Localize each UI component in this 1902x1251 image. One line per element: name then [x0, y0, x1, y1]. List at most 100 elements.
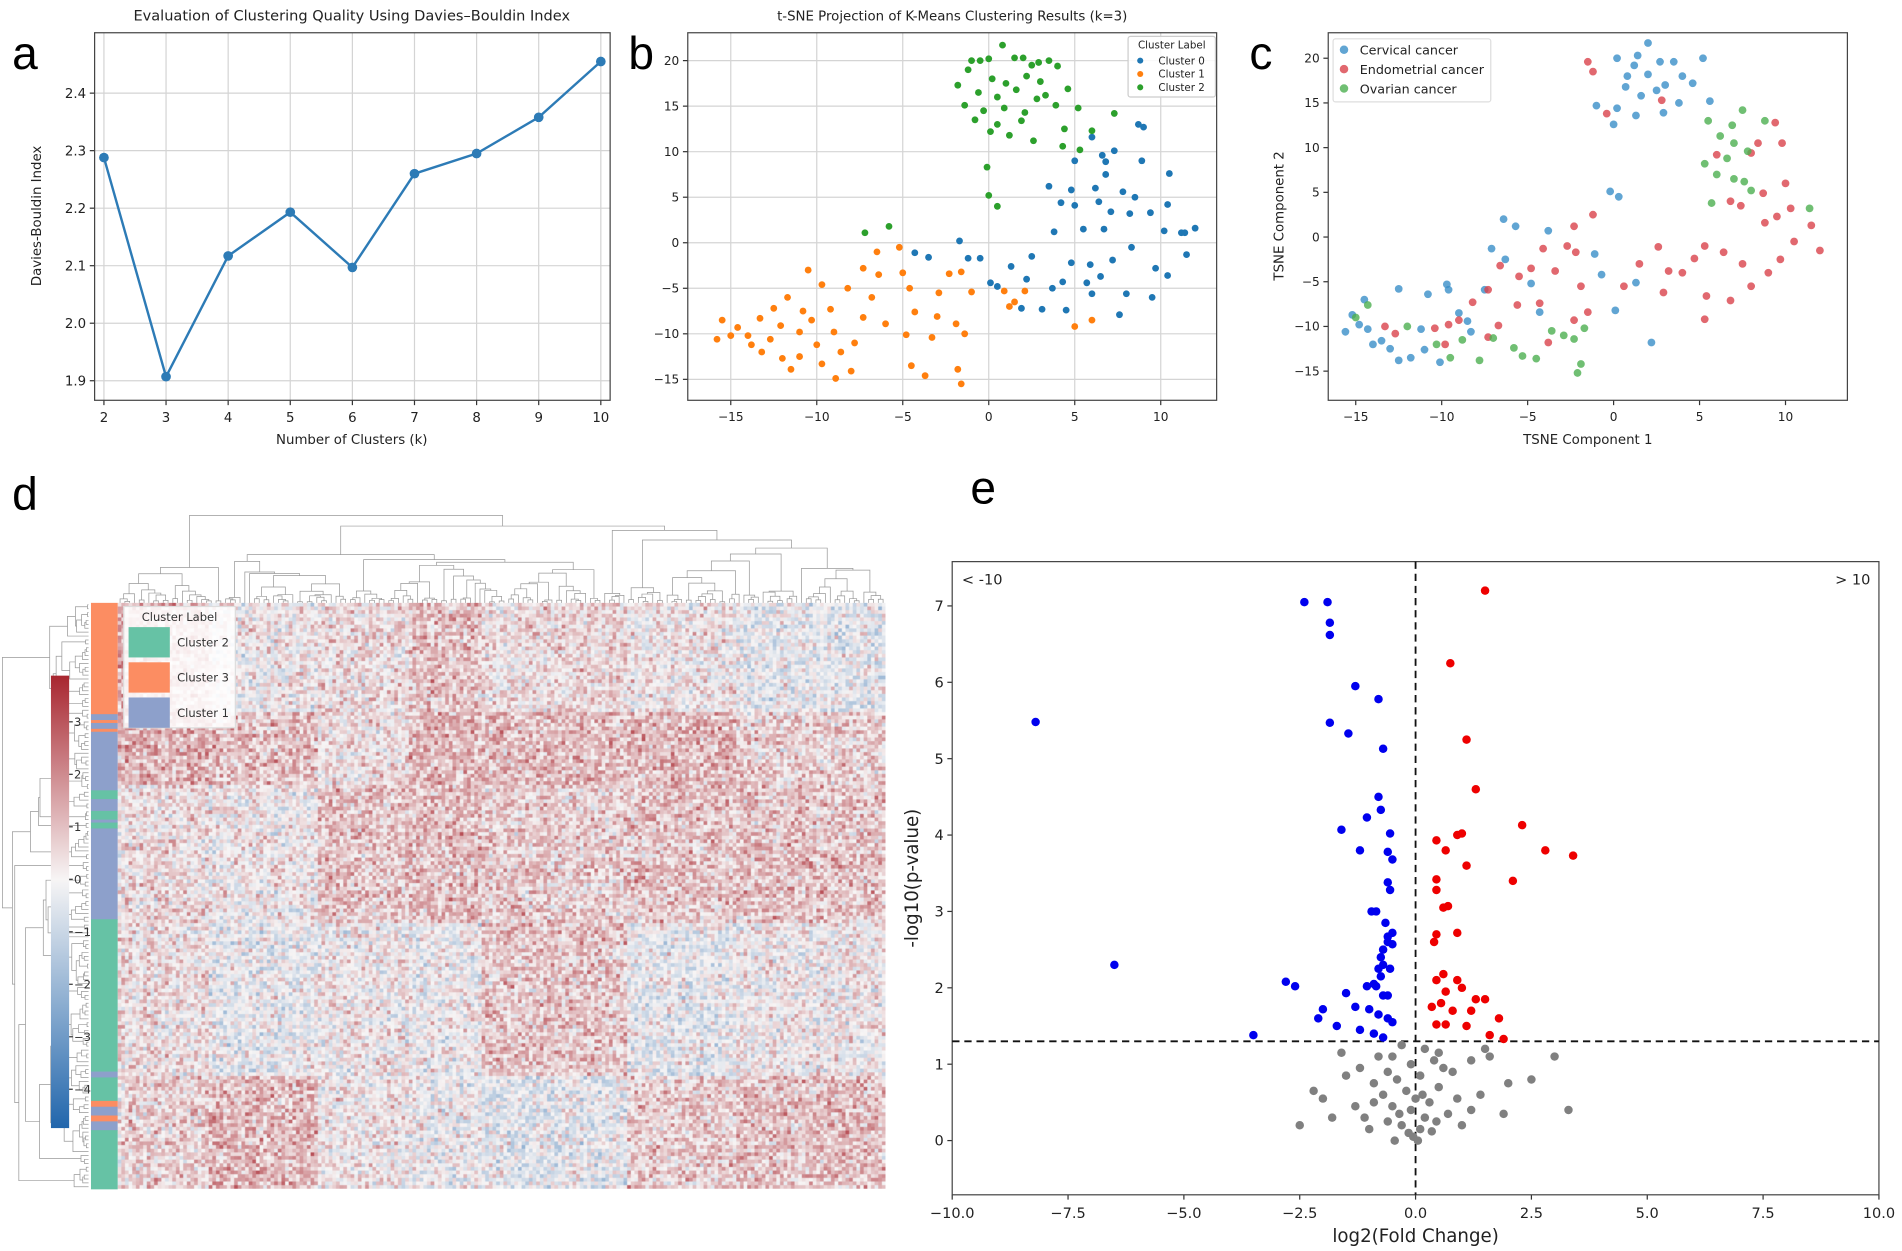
- data-point: [1363, 325, 1372, 334]
- data-point: [1363, 301, 1372, 309]
- legend-label: Cervical cancer: [1360, 44, 1459, 59]
- data-point: [993, 93, 1001, 101]
- data-point: [1590, 250, 1599, 258]
- data-point: [1425, 1098, 1434, 1107]
- data-point: [925, 253, 932, 261]
- data-point: [1128, 243, 1135, 251]
- data-point: [968, 57, 975, 65]
- data-point: [988, 75, 996, 83]
- data-point: [1669, 57, 1678, 66]
- data-point: [1067, 259, 1075, 267]
- data-point: [1383, 847, 1393, 857]
- data-point: [777, 322, 785, 330]
- chart-a: 2 3 4 5 6 7 8 9 10 1.9 2.0 2.1 2.2 2.3 2.4: [65, 32, 611, 426]
- plot-frame: [94, 32, 611, 401]
- data-point: [1589, 210, 1597, 219]
- data-point: [1378, 1090, 1388, 1099]
- data-point: [1369, 1079, 1379, 1088]
- data-point: [1510, 344, 1518, 352]
- data-point: [987, 279, 994, 287]
- data-point: [1033, 95, 1041, 103]
- data-point: [1088, 127, 1096, 135]
- y-tick-label: 20: [1304, 51, 1319, 65]
- data-point: [1417, 325, 1425, 334]
- data-point: [1620, 282, 1628, 291]
- data-point: [1079, 225, 1087, 233]
- data-point: [1807, 221, 1816, 230]
- data-point: [1707, 199, 1716, 207]
- data-point: [1448, 1006, 1457, 1015]
- data-point: [928, 334, 936, 341]
- x-tick-label: 2.5: [1520, 1205, 1543, 1222]
- data-point: [1436, 998, 1446, 1008]
- data-point: [1466, 1056, 1476, 1065]
- data-point: [1570, 316, 1578, 325]
- x-tick-label: 7: [410, 411, 418, 426]
- data-point: [1494, 1014, 1504, 1023]
- data-point: [1095, 198, 1103, 206]
- data-point: [1383, 937, 1393, 947]
- data-point: [1518, 352, 1527, 360]
- data-point: [1747, 186, 1756, 195]
- data-point: [1439, 1063, 1448, 1073]
- data-point: [1002, 79, 1010, 87]
- y-tick-label: 4: [934, 827, 943, 844]
- data-point: [859, 264, 867, 272]
- legend-label: Ovarian cancer: [1360, 82, 1458, 97]
- data-point: [1007, 263, 1015, 270]
- data-point: [1485, 1052, 1494, 1061]
- data-point: [1786, 204, 1795, 213]
- data-point: [1071, 157, 1079, 165]
- x-tick-label: −5.0: [1166, 1205, 1201, 1222]
- data-point: [971, 116, 979, 124]
- data-point: [1376, 805, 1386, 815]
- data-point: [1028, 253, 1036, 260]
- data-point: [1712, 170, 1721, 179]
- data-point: [1439, 969, 1448, 979]
- data-point: [734, 324, 742, 331]
- data-point: [1761, 116, 1769, 125]
- legend-label: Endometrial cancer: [1360, 63, 1485, 78]
- data-point: [957, 268, 965, 276]
- data-point: [1341, 988, 1351, 998]
- data-point: [1318, 1004, 1328, 1014]
- data-point: [1341, 1071, 1351, 1080]
- data-point: [1191, 224, 1199, 232]
- data-point: [787, 365, 795, 373]
- data-point: [1374, 964, 1383, 973]
- chart-e-xlabel: log2(Fold Change): [1332, 1226, 1498, 1247]
- data-point: [1429, 1056, 1439, 1065]
- data-point: [1761, 218, 1769, 227]
- data-point: [1337, 1048, 1346, 1057]
- data-point: [1489, 334, 1498, 342]
- data-point: [1086, 261, 1094, 268]
- data-point: [1181, 229, 1189, 237]
- data-point: [1391, 329, 1400, 338]
- data-point: [1700, 242, 1709, 250]
- data-point: [1635, 259, 1644, 268]
- data-point: [1441, 987, 1450, 996]
- y-tick-label: 2: [934, 980, 943, 997]
- data-point: [1577, 360, 1585, 368]
- data-point: [1468, 298, 1477, 307]
- data-point: [895, 243, 903, 251]
- data-point: [968, 288, 975, 296]
- data-point: [1045, 182, 1053, 190]
- data-point: [1119, 188, 1127, 196]
- data-point: [1577, 282, 1585, 291]
- data-point: [1705, 97, 1714, 106]
- data-point: [911, 308, 919, 316]
- y-tick-label: 0: [672, 236, 680, 250]
- data-point: [1413, 1136, 1423, 1145]
- data-point: [954, 365, 962, 373]
- x-tick-label: 9: [534, 411, 542, 426]
- data-point: [713, 335, 721, 343]
- y-tick-label: 15: [664, 99, 679, 113]
- data-point: [1589, 67, 1597, 76]
- y-tick-label: 1.9: [65, 374, 86, 389]
- data-point: [1740, 177, 1749, 186]
- data-point: [1480, 586, 1490, 595]
- data-point: [1606, 187, 1615, 196]
- data-point: [993, 120, 1001, 128]
- data-point: [1134, 120, 1142, 128]
